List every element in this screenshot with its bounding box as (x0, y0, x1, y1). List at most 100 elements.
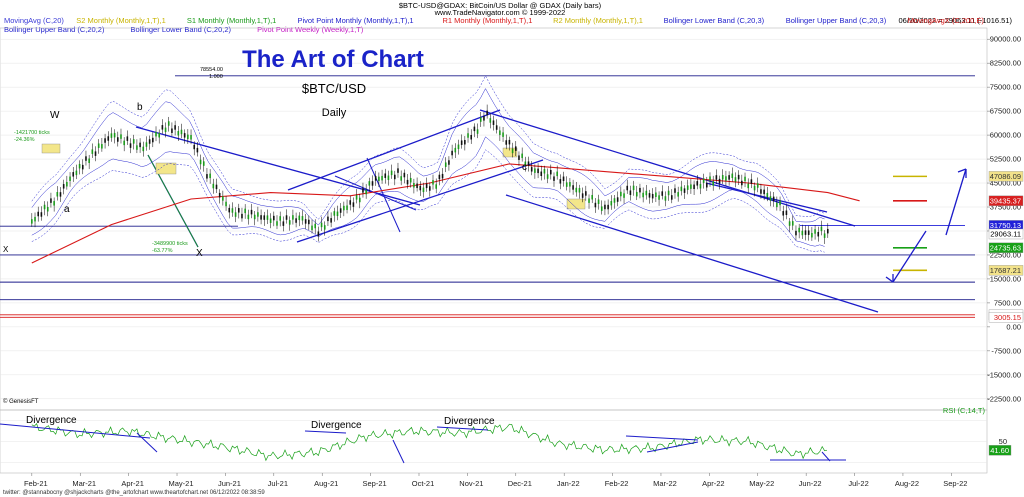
price-candle (712, 181, 714, 186)
price-candle (31, 219, 33, 224)
price-candle (276, 221, 278, 226)
price-candle (667, 190, 670, 196)
price-candle (298, 215, 301, 221)
price-candle (814, 229, 816, 234)
price-candle (53, 201, 55, 206)
price-candle (107, 136, 110, 141)
price-candle (34, 216, 36, 222)
price-flag-text: 29063.11 (990, 230, 1021, 239)
legend-item: Bollinger Upper Band (C,20,3) (786, 16, 887, 25)
price-candle (355, 195, 358, 200)
trend-line (957, 168, 967, 173)
price-candle (807, 230, 810, 235)
brand-title: The Art of Chart (242, 46, 424, 73)
price-candle (597, 199, 600, 204)
price-candle (518, 155, 520, 160)
price-candle (578, 188, 581, 193)
price-candle (241, 213, 243, 219)
price-candle (632, 185, 635, 191)
price-candle (206, 174, 208, 179)
trend-line (366, 157, 401, 233)
price-flag-box (988, 242, 1024, 254)
chart-header: $BTC-USD@GDAX: BitCoin/US Dollar @ GDAX … (4, 1, 1012, 34)
price-candle (715, 175, 718, 180)
price-candle (136, 145, 138, 150)
price-candle (403, 172, 406, 178)
price-candle (59, 192, 62, 197)
trend-line (892, 230, 927, 283)
price-candle (317, 231, 320, 236)
price-candle (390, 170, 393, 176)
price-candle (750, 179, 753, 184)
price-candle (795, 230, 797, 236)
price-candle (677, 192, 679, 197)
price-candle (629, 190, 632, 195)
price-candle (454, 147, 457, 153)
price-candle (686, 185, 689, 190)
price-candle (731, 173, 734, 179)
price-candle (680, 186, 683, 192)
price-candle (46, 207, 49, 212)
price-candle (292, 215, 294, 220)
legend-item: S1 Monthly (Monthly,1,T),1 (187, 16, 276, 25)
rsi-flag-text: 41.60 (990, 446, 1009, 455)
price-candle (534, 168, 536, 173)
rsi-label: RSI (C,14,T) (943, 406, 986, 415)
price-candle (336, 211, 339, 217)
price-candle (177, 131, 180, 136)
legend-item: Bollinger Lower Band (C,20,3) (664, 16, 765, 25)
price-candle (155, 131, 157, 137)
price-candle (202, 161, 205, 166)
price-candle (441, 173, 444, 179)
y-tick-label: -15000.00 (987, 370, 1021, 379)
price-candle (658, 195, 660, 200)
price-candle (670, 195, 673, 200)
price-candle (91, 149, 94, 154)
x-tick-label: Dec-21 (508, 479, 532, 488)
price-candle (142, 146, 145, 152)
price-candle (282, 221, 285, 226)
price-candle (295, 218, 297, 223)
bollinger-band-line (31, 149, 825, 253)
price-candle (575, 187, 578, 193)
bollinger-band-line (31, 75, 825, 220)
price-candle (320, 222, 323, 228)
trend-line (945, 168, 967, 236)
price-candle (585, 191, 587, 196)
x-tick-label: Jul-21 (268, 479, 288, 488)
price-candle (448, 160, 450, 165)
price-candle (218, 192, 221, 198)
price-candle (438, 174, 441, 180)
price-candle (120, 134, 122, 139)
price-candle (352, 202, 355, 207)
price-candle (620, 191, 622, 197)
price-candle (247, 214, 250, 220)
price-candle (753, 185, 756, 191)
price-candle (801, 230, 804, 236)
price-candle (591, 194, 593, 200)
rsi-flag-box (988, 445, 1012, 456)
price-candle (693, 184, 695, 190)
price-candle (257, 212, 259, 217)
price-candle (56, 192, 59, 197)
price-candle (702, 178, 705, 183)
price-candle (645, 190, 648, 196)
price-candle (486, 110, 488, 116)
price-candle (610, 200, 613, 206)
price-candle (333, 211, 336, 216)
price-candle (511, 148, 514, 154)
moving-average-200 (31, 163, 860, 264)
price-flag-box (988, 312, 1024, 323)
legend-item: R1 Monthly (Monthly,1,T),1 (442, 16, 532, 25)
legend-item: MovingAvgX (C,200,E) (908, 16, 985, 25)
divergence-line (646, 441, 699, 453)
price-candle (250, 209, 253, 215)
price-candle (696, 181, 699, 186)
x-tick-label: Mar-21 (72, 479, 96, 488)
divergence-label-1: Divergence (26, 415, 77, 426)
wave-label-x-left: X (3, 245, 9, 254)
x-tick-label: Aug-22 (895, 479, 919, 488)
price-candle (550, 169, 552, 175)
legend-item: S2 Monthly (Monthly,1,T),1 (76, 16, 165, 25)
